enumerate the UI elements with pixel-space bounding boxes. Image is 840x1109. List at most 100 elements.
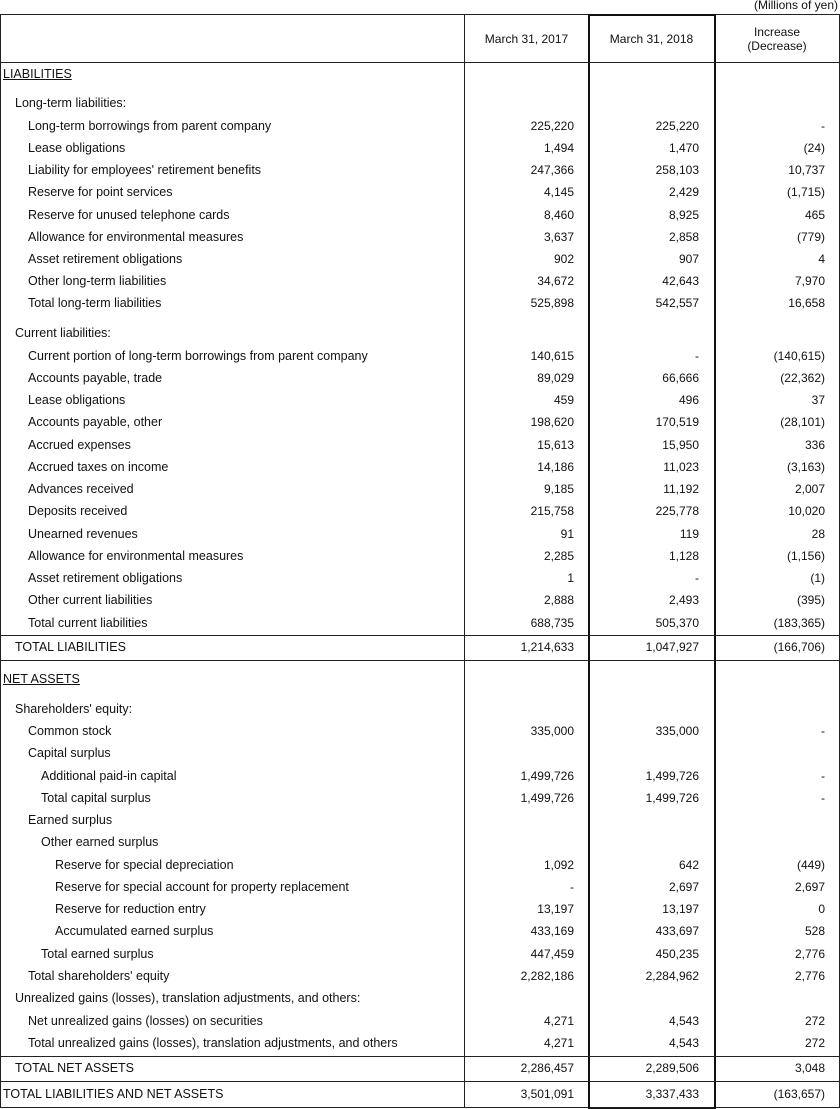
row-label: Reserve for unused telephone cards (28, 208, 230, 222)
cell-value: 15,950 (662, 438, 699, 452)
cell-value: (24) (803, 141, 825, 155)
column-header: March 31, 2017 (484, 32, 569, 46)
cell-value: 542,557 (655, 296, 699, 310)
row-label: Common stock (28, 724, 112, 738)
cell-value: 3,637 (543, 230, 574, 244)
cell-value: (779) (796, 230, 825, 244)
cell-value: 335,000 (530, 724, 574, 738)
row-label: Accumulated earned surplus (55, 924, 214, 938)
cell-value: (3,163) (786, 460, 825, 474)
cell-value: 2,776 (794, 969, 825, 983)
cell-value: 13,197 (662, 902, 699, 916)
cell-value: 225,220 (655, 119, 699, 133)
cell-value: 1,214,633 (520, 640, 574, 654)
cell-value: 13,197 (537, 902, 574, 916)
row-label: Long-term liabilities: (15, 96, 127, 110)
cell-value: 907 (678, 252, 699, 266)
row-divider (0, 62, 840, 63)
row-label: Unrealized gains (losses), translation a… (15, 991, 361, 1005)
cell-value: 4,543 (668, 1036, 699, 1050)
cell-value: - (695, 571, 699, 585)
cell-value: 11,192 (663, 482, 699, 496)
cell-value: 11,023 (663, 460, 699, 474)
cell-value: 1,494 (543, 141, 574, 155)
cell-value: 433,697 (655, 924, 699, 938)
cell-value: 28 (811, 527, 825, 541)
cell-value: 525,898 (530, 296, 574, 310)
cell-value: 2,284,962 (645, 969, 699, 983)
cell-value: 4,145 (543, 185, 574, 199)
cell-value: (1) (810, 571, 825, 585)
row-label: Liability for employees' retirement bene… (28, 163, 262, 177)
row-label: Total long-term liabilities (28, 296, 162, 310)
cell-value: 335,000 (655, 724, 699, 738)
cell-value: 642 (678, 858, 699, 872)
column-header: Increase (Decrease) (747, 25, 807, 53)
cell-value: 14,186 (537, 460, 574, 474)
row-divider (0, 660, 840, 661)
row-label: Lease obligations (28, 393, 126, 407)
cell-value: 1,092 (543, 858, 574, 872)
cell-value: 8,460 (543, 208, 574, 222)
row-label: Reserve for special account for property… (55, 880, 349, 894)
row-label: TOTAL LIABILITIES (15, 640, 126, 654)
row-label: Total unrealized gains (losses), transla… (28, 1036, 398, 1050)
cell-value: 9,185 (543, 482, 574, 496)
cell-value: 4,271 (543, 1014, 574, 1028)
cell-value: (22,362) (780, 371, 825, 385)
cell-value: 2,282,186 (520, 969, 574, 983)
cell-value: 1 (567, 571, 574, 585)
cell-value: 1,047,927 (645, 640, 699, 654)
cell-value: 4,543 (668, 1014, 699, 1028)
cell-value: 2,888 (543, 593, 574, 607)
row-label: TOTAL NET ASSETS (15, 1061, 135, 1075)
row-label: LIABILITIES (3, 67, 72, 81)
cell-value: 225,220 (530, 119, 574, 133)
cell-value: 1,470 (668, 141, 699, 155)
cell-value: 272 (804, 1036, 825, 1050)
cell-value: 1,128 (668, 549, 699, 563)
row-label: Long-term borrowings from parent company (28, 119, 272, 133)
row-label: Net unrealized gains (losses) on securit… (28, 1014, 263, 1028)
cell-value: 272 (804, 1014, 825, 1028)
row-label: Reserve for special depreciation (55, 858, 234, 872)
cell-value: 336 (804, 438, 825, 452)
cell-value: 3,048 (794, 1061, 825, 1075)
cell-value: (183,365) (773, 616, 825, 630)
cell-value: 16,658 (788, 296, 825, 310)
column-divider (464, 14, 465, 1107)
cell-value: 225,778 (655, 504, 699, 518)
cell-value: 215,758 (530, 504, 574, 518)
cell-value: (1,156) (786, 549, 825, 563)
row-label: Unearned revenues (28, 527, 138, 541)
row-label: Accounts payable, other (28, 415, 163, 429)
cell-value: 2,858 (668, 230, 699, 244)
row-label: Shareholders' equity: (15, 702, 133, 716)
row-label: Accrued taxes on income (28, 460, 169, 474)
cell-value: 2,286,457 (520, 1061, 574, 1075)
cell-value: 34,672 (537, 274, 574, 288)
column-header: March 31, 2018 (609, 32, 694, 46)
cell-value: 1,499,726 (520, 769, 574, 783)
row-label: Asset retirement obligations (28, 571, 183, 585)
row-label: Reserve for point services (28, 185, 173, 199)
cell-value: 3,337,433 (645, 1087, 699, 1101)
cell-value: 198,620 (530, 415, 574, 429)
cell-value: 505,370 (655, 616, 699, 630)
unit-note: (Millions of yen) (753, 0, 838, 12)
row-label: Current liabilities: (15, 326, 111, 340)
cell-value: 140,615 (530, 349, 574, 363)
row-label: Allowance for environmental measures (28, 230, 244, 244)
cell-value: 258,103 (655, 163, 699, 177)
cell-value: 496 (678, 393, 699, 407)
cell-value: 447,459 (530, 947, 574, 961)
cell-value: 91 (560, 527, 574, 541)
cell-value: 37 (811, 393, 825, 407)
cell-value: - (821, 769, 825, 783)
row-label: Reserve for reduction entry (55, 902, 206, 916)
row-label: Current portion of long-term borrowings … (28, 349, 368, 363)
cell-value: 247,366 (530, 163, 574, 177)
cell-value: 4,271 (543, 1036, 574, 1050)
row-label: Total current liabilities (28, 616, 148, 630)
row-label: Capital surplus (28, 746, 111, 760)
